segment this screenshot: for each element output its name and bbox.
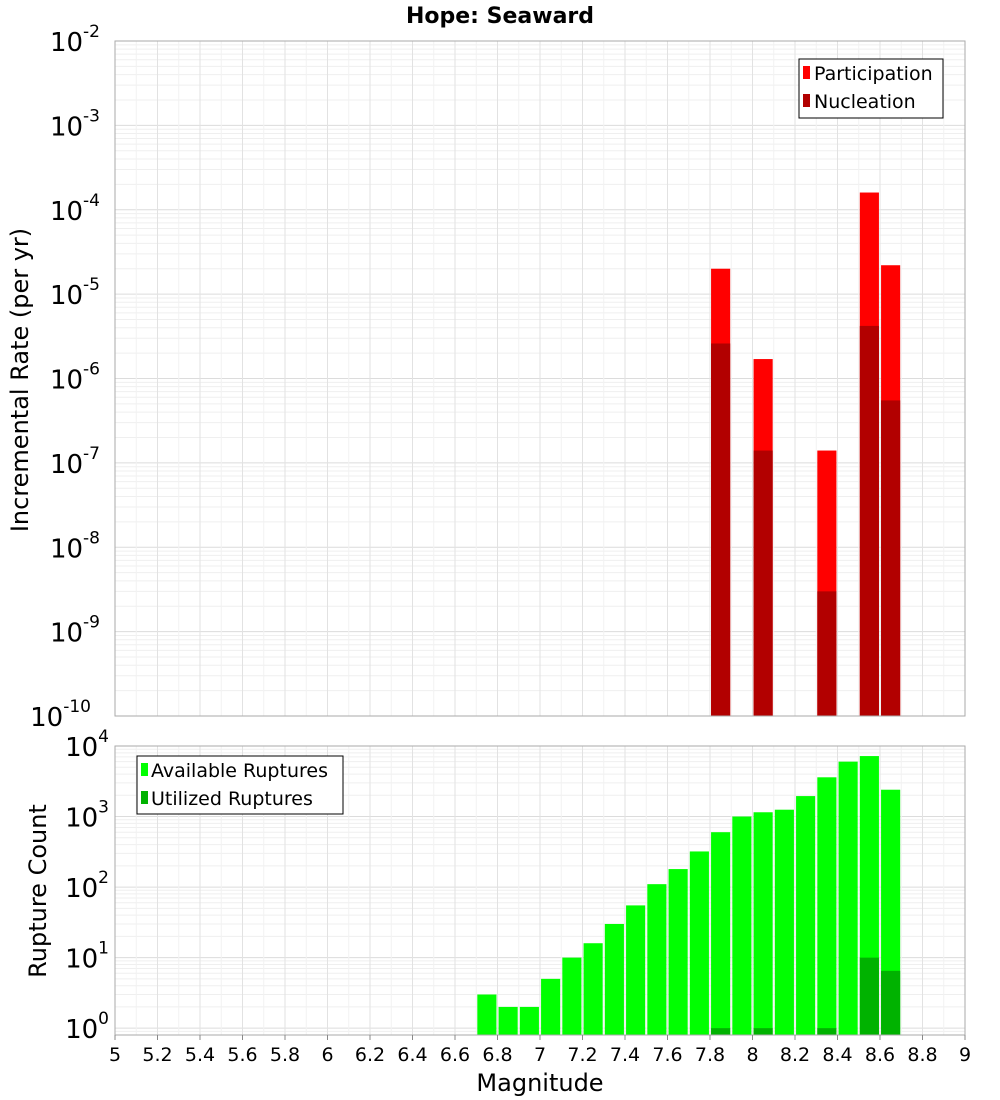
rate-legend-box xyxy=(798,58,944,119)
count-bar-available-ruptures xyxy=(689,851,709,1035)
x-tick-label: 6.8 xyxy=(482,1044,512,1066)
x-tick-label: 6.4 xyxy=(397,1044,427,1066)
x-tick-label: 7.4 xyxy=(610,1044,640,1066)
rate-y-axis-label: Incremental Rate (per yr) xyxy=(6,228,34,532)
nucleation-legend-label: Nucleation xyxy=(814,91,916,113)
rate-y-ticks: 10-10 10-9 10-8 10-7 10-6 10-5 10-4 10-3 10-2 xyxy=(30,22,100,733)
rate-y-tick-label: 10-7 xyxy=(50,444,100,480)
x-tick-label: 7.6 xyxy=(652,1044,682,1066)
count-bar-available-ruptures xyxy=(477,994,497,1035)
count-bar-available-ruptures xyxy=(604,923,624,1035)
x-tick-label: 7.2 xyxy=(567,1044,597,1066)
count-bars xyxy=(477,756,901,1035)
x-tick-label: 7 xyxy=(534,1044,546,1066)
count-bar-available-ruptures xyxy=(498,1006,518,1035)
rate-bars xyxy=(711,192,901,717)
count-y-tick-label: 101 xyxy=(65,939,109,975)
x-tick-label: 8 xyxy=(746,1044,758,1066)
chart-title: Hope: Seaward xyxy=(406,4,594,29)
x-tick-label: 7.8 xyxy=(695,1044,725,1066)
x-tick-label: 8.2 xyxy=(780,1044,810,1066)
count-bar-utilized-ruptures xyxy=(753,1028,773,1035)
count-bar-available-ruptures xyxy=(817,777,837,1035)
rate-y-tick-label: 10-3 xyxy=(50,106,100,142)
count-y-ticks: 100 101 102 103 104 xyxy=(65,727,109,1045)
rate-y-tick-label: 10-8 xyxy=(50,528,100,564)
x-tick-label: 8.6 xyxy=(865,1044,895,1066)
count-bar-available-ruptures xyxy=(838,761,858,1035)
utilized-legend-label: Utilized Ruptures xyxy=(151,788,313,810)
rate-bar-nucleation xyxy=(881,400,901,716)
rate-bar-nucleation xyxy=(753,450,773,716)
rate-bar-nucleation xyxy=(711,343,731,716)
count-bar-available-ruptures xyxy=(668,869,688,1035)
available-legend-label: Available Ruptures xyxy=(151,760,328,782)
count-y-tick-label: 104 xyxy=(65,727,109,763)
x-tick-label: 8.4 xyxy=(822,1044,852,1066)
rate-y-tick-label: 10-9 xyxy=(50,613,100,649)
rate-y-tick-label: 10-4 xyxy=(50,191,100,227)
count-bar-available-ruptures xyxy=(519,1006,539,1035)
x-axis-label: Magnitude xyxy=(476,1069,603,1097)
count-bar-utilized-ruptures xyxy=(711,1028,731,1035)
x-tick-label: 5.2 xyxy=(142,1044,172,1066)
x-tick-label: 6.2 xyxy=(355,1044,385,1066)
participation-legend-swatch xyxy=(803,66,810,79)
count-bar-available-ruptures xyxy=(583,943,603,1035)
x-tick-label: 8.8 xyxy=(907,1044,937,1066)
count-y-axis-label: Rupture Count xyxy=(24,804,52,978)
count-bar-available-ruptures xyxy=(541,978,561,1035)
count-y-tick-label: 103 xyxy=(65,798,109,834)
x-tick-label: 5.6 xyxy=(227,1044,257,1066)
nucleation-legend-swatch xyxy=(803,94,810,107)
count-bar-available-ruptures xyxy=(626,905,646,1035)
count-bar-available-ruptures xyxy=(796,796,816,1035)
x-tick-label: 5 xyxy=(109,1044,121,1066)
x-tick-label: 6 xyxy=(321,1044,333,1066)
count-bar-available-ruptures xyxy=(711,832,731,1035)
count-y-tick-label: 102 xyxy=(65,868,109,904)
rate-y-tick-label: 10-2 xyxy=(50,22,100,58)
count-bar-available-ruptures xyxy=(753,812,773,1035)
rate-panel: 10-10 10-9 10-8 10-7 10-6 10-5 10-4 10-3 10-2 In… xyxy=(6,22,966,733)
utilized-legend-swatch xyxy=(141,791,148,804)
count-bar-utilized-ruptures xyxy=(859,957,879,1035)
count-legend: Available Ruptures Utilized Ruptures xyxy=(136,755,344,815)
rate-legend: Participation Nucleation xyxy=(798,58,944,119)
count-legend-box xyxy=(136,755,344,815)
rate-y-tick-label: 10-10 xyxy=(30,697,91,733)
count-bar-available-ruptures xyxy=(562,957,582,1035)
x-tick-label: 6.6 xyxy=(440,1044,470,1066)
rate-bar-nucleation xyxy=(859,325,879,716)
count-bar-available-ruptures xyxy=(647,884,667,1035)
x-tick-label: 9 xyxy=(959,1044,971,1066)
rate-y-tick-label: 10-6 xyxy=(50,360,100,396)
magnitude-x-ticks: 5 5.2 5.4 5.6 5.8 6 6.2 6.4 6.6 6.8 7 7.2 7.4 7.6 7.8 8… xyxy=(109,1035,971,1066)
rate-grid xyxy=(114,41,966,717)
count-bar-utilized-ruptures xyxy=(817,1028,837,1035)
x-tick-label: 5.8 xyxy=(270,1044,300,1066)
count-y-tick-label: 100 xyxy=(65,1009,109,1045)
rate-y-tick-label: 10-5 xyxy=(50,275,100,311)
rate-bar-nucleation xyxy=(817,591,837,716)
count-panel: 100 101 102 103 104 5 5.2 5.4 5.6 5.8 6 6.2 6.4 6.6 6… xyxy=(24,727,971,1097)
participation-legend-label: Participation xyxy=(814,63,933,85)
available-legend-swatch xyxy=(141,763,148,776)
count-bar-utilized-ruptures xyxy=(881,970,901,1035)
rate-plot-border xyxy=(114,40,966,717)
count-bar-available-ruptures xyxy=(774,809,794,1035)
count-bar-available-ruptures xyxy=(732,816,752,1035)
x-tick-label: 5.4 xyxy=(185,1044,215,1066)
